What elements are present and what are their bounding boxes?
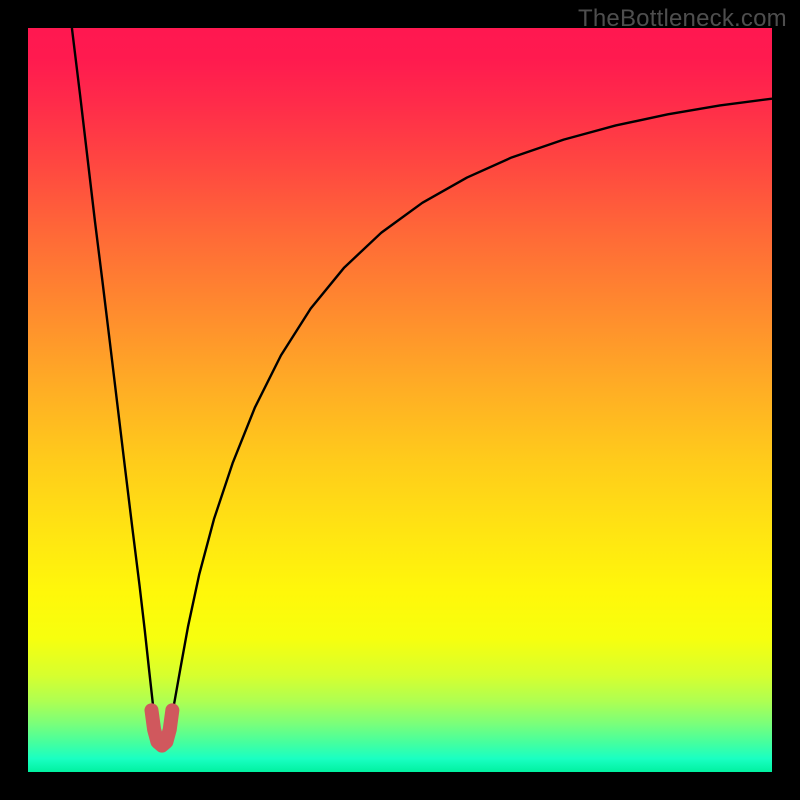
plot-area <box>28 28 772 772</box>
chart-svg <box>28 28 772 772</box>
watermark-text: TheBottleneck.com <box>578 5 787 33</box>
gradient-background <box>28 28 772 772</box>
